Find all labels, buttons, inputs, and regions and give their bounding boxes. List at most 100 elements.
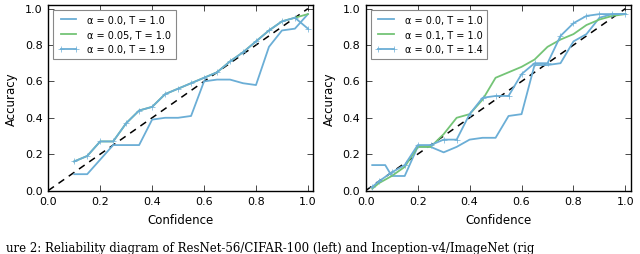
α = 0.1, T = 1.0	[582, 24, 590, 27]
α = 0.1, T = 1.0	[414, 146, 422, 149]
α = 0.1, T = 1.0	[427, 146, 435, 149]
α = 0.0, T = 1.4	[596, 13, 604, 17]
α = 0.05, T = 1.0	[109, 140, 117, 144]
α = 0.0, T = 1.9	[70, 160, 78, 163]
α = 0.05, T = 1.0	[213, 71, 221, 74]
α = 0.0, T = 1.4	[427, 144, 435, 147]
α = 0.0, T = 1.4	[479, 97, 486, 100]
Line: α = 0.0, T = 1.0: α = 0.0, T = 1.0	[74, 15, 308, 174]
α = 0.05, T = 1.0	[174, 88, 182, 91]
α = 0.05, T = 1.0	[265, 30, 273, 33]
α = 0.0, T = 1.9	[174, 88, 182, 91]
α = 0.05, T = 1.0	[122, 122, 130, 125]
α = 0.1, T = 1.0	[479, 99, 486, 102]
α = 0.0, T = 1.0	[122, 144, 130, 147]
α = 0.0, T = 1.0	[388, 175, 396, 178]
α = 0.0, T = 1.4	[492, 95, 499, 98]
α = 0.0, T = 1.9	[304, 28, 312, 31]
α = 0.0, T = 1.4	[414, 144, 422, 147]
α = 0.0, T = 1.9	[135, 109, 143, 113]
α = 0.0, T = 1.0	[239, 82, 247, 85]
α = 0.0, T = 1.0	[161, 117, 169, 120]
α = 0.0, T = 1.9	[239, 52, 247, 55]
α = 0.0, T = 1.4	[505, 95, 513, 98]
α = 0.0, T = 1.0	[582, 34, 590, 37]
α = 0.05, T = 1.0	[161, 93, 169, 96]
α = 0.0, T = 1.9	[213, 71, 221, 74]
α = 0.0, T = 1.9	[148, 106, 156, 109]
α = 0.05, T = 1.0	[97, 140, 104, 144]
α = 0.1, T = 1.0	[452, 117, 460, 120]
Line: α = 0.1, T = 1.0: α = 0.1, T = 1.0	[372, 15, 625, 189]
Legend: α = 0.0, T = 1.0, α = 0.05, T = 1.0, α = 0.0, T = 1.9: α = 0.0, T = 1.0, α = 0.05, T = 1.0, α =…	[53, 11, 176, 60]
α = 0.05, T = 1.0	[278, 21, 286, 24]
α = 0.0, T = 1.0	[492, 137, 499, 140]
α = 0.0, T = 1.9	[161, 93, 169, 96]
α = 0.1, T = 1.0	[531, 59, 538, 62]
α = 0.0, T = 1.4	[609, 13, 616, 17]
α = 0.0, T = 1.4	[570, 23, 577, 26]
Line: α = 0.0, T = 1.9: α = 0.0, T = 1.9	[71, 15, 312, 165]
α = 0.0, T = 1.0	[70, 173, 78, 176]
α = 0.0, T = 1.0	[375, 164, 383, 167]
α = 0.0, T = 1.0	[466, 138, 474, 141]
α = 0.0, T = 1.4	[369, 186, 376, 189]
α = 0.05, T = 1.0	[200, 77, 208, 80]
α = 0.0, T = 1.4	[466, 113, 474, 116]
α = 0.0, T = 1.0	[252, 84, 260, 87]
α = 0.0, T = 1.9	[278, 21, 286, 24]
α = 0.0, T = 1.0	[265, 46, 273, 49]
α = 0.0, T = 1.0	[543, 64, 551, 67]
α = 0.0, T = 1.0	[135, 144, 143, 147]
α = 0.05, T = 1.0	[83, 155, 91, 158]
α = 0.1, T = 1.0	[401, 166, 408, 169]
α = 0.1, T = 1.0	[505, 71, 513, 74]
α = 0.0, T = 1.0	[440, 151, 447, 154]
α = 0.05, T = 1.0	[188, 82, 195, 85]
α = 0.0, T = 1.4	[543, 62, 551, 66]
α = 0.0, T = 1.9	[252, 41, 260, 44]
α = 0.0, T = 1.9	[265, 30, 273, 33]
α = 0.0, T = 1.0	[148, 119, 156, 122]
α = 0.1, T = 1.0	[621, 13, 629, 17]
α = 0.0, T = 1.9	[109, 140, 117, 144]
α = 0.0, T = 1.0	[427, 146, 435, 149]
α = 0.0, T = 1.0	[414, 146, 422, 149]
α = 0.0, T = 1.0	[226, 79, 234, 82]
Line: α = 0.05, T = 1.0: α = 0.05, T = 1.0	[74, 15, 308, 162]
Y-axis label: Accuracy: Accuracy	[5, 72, 18, 125]
α = 0.0, T = 1.0	[304, 13, 312, 17]
α = 0.0, T = 1.4	[388, 171, 396, 174]
α = 0.1, T = 1.0	[388, 175, 396, 178]
α = 0.1, T = 1.0	[609, 15, 616, 18]
α = 0.1, T = 1.0	[375, 182, 383, 185]
α = 0.0, T = 1.4	[401, 164, 408, 167]
α = 0.1, T = 1.0	[518, 66, 525, 69]
α = 0.0, T = 1.0	[570, 41, 577, 44]
α = 0.0, T = 1.0	[278, 30, 286, 33]
α = 0.1, T = 1.0	[543, 46, 551, 49]
α = 0.0, T = 1.9	[97, 140, 104, 144]
α = 0.0, T = 1.9	[188, 82, 195, 85]
α = 0.1, T = 1.0	[440, 133, 447, 136]
Y-axis label: Accuracy: Accuracy	[323, 72, 335, 125]
α = 0.0, T = 1.4	[582, 15, 590, 18]
α = 0.0, T = 1.0	[609, 13, 616, 17]
α = 0.0, T = 1.0	[97, 158, 104, 162]
α = 0.05, T = 1.0	[252, 41, 260, 44]
α = 0.1, T = 1.0	[557, 39, 564, 42]
α = 0.0, T = 1.0	[505, 115, 513, 118]
α = 0.0, T = 1.4	[621, 13, 629, 17]
α = 0.0, T = 1.9	[226, 61, 234, 64]
α = 0.0, T = 1.0	[188, 115, 195, 118]
α = 0.0, T = 1.4	[452, 138, 460, 141]
α = 0.0, T = 1.4	[557, 35, 564, 38]
α = 0.0, T = 1.0	[531, 64, 538, 67]
α = 0.1, T = 1.0	[492, 77, 499, 80]
α = 0.0, T = 1.0	[213, 79, 221, 82]
Legend: α = 0.0, T = 1.0, α = 0.1, T = 1.0, α = 0.0, T = 1.4: α = 0.0, T = 1.0, α = 0.1, T = 1.0, α = …	[371, 11, 487, 60]
α = 0.0, T = 1.9	[200, 77, 208, 80]
α = 0.05, T = 1.0	[135, 109, 143, 113]
α = 0.0, T = 1.0	[518, 113, 525, 116]
α = 0.0, T = 1.0	[369, 164, 376, 167]
